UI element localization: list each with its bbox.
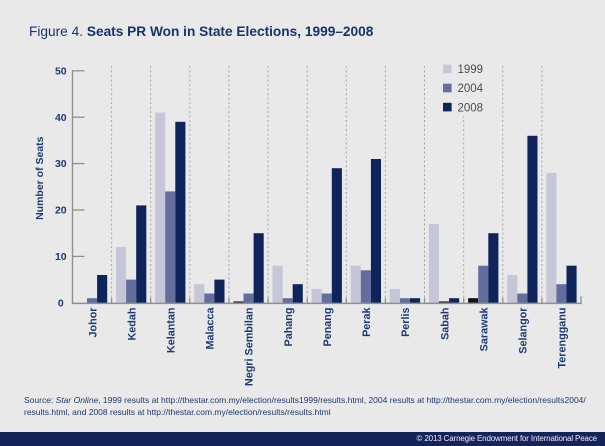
svg-text:50: 50 (55, 65, 67, 77)
svg-text:1999: 1999 (458, 64, 484, 76)
svg-text:Sarawak: Sarawak (478, 307, 490, 352)
svg-text:Malacca: Malacca (205, 307, 217, 350)
svg-text:Kelantan: Kelantan (166, 308, 178, 354)
svg-text:Number of Seats: Number of Seats (34, 136, 46, 220)
svg-text:Perak: Perak (361, 307, 373, 337)
svg-text:Perlis: Perlis (400, 308, 412, 337)
svg-text:Terengganu: Terengganu (557, 308, 569, 369)
svg-text:Negri Sembilan: Negri Sembilan (244, 308, 256, 387)
svg-text:40: 40 (55, 112, 67, 124)
svg-text:30: 30 (55, 158, 67, 170)
svg-text:20: 20 (55, 205, 67, 217)
svg-text:2004: 2004 (458, 83, 484, 95)
svg-text:10: 10 (55, 251, 67, 263)
svg-text:Penang: Penang (322, 308, 334, 347)
svg-text:0: 0 (58, 297, 64, 309)
svg-text:Johor: Johor (87, 307, 99, 338)
svg-text:Sabah: Sabah (439, 308, 451, 340)
svg-text:Selangor: Selangor (518, 307, 530, 354)
svg-text:2008: 2008 (458, 102, 484, 114)
svg-text:Kedah: Kedah (126, 308, 138, 341)
svg-text:Pahang: Pahang (283, 308, 295, 347)
